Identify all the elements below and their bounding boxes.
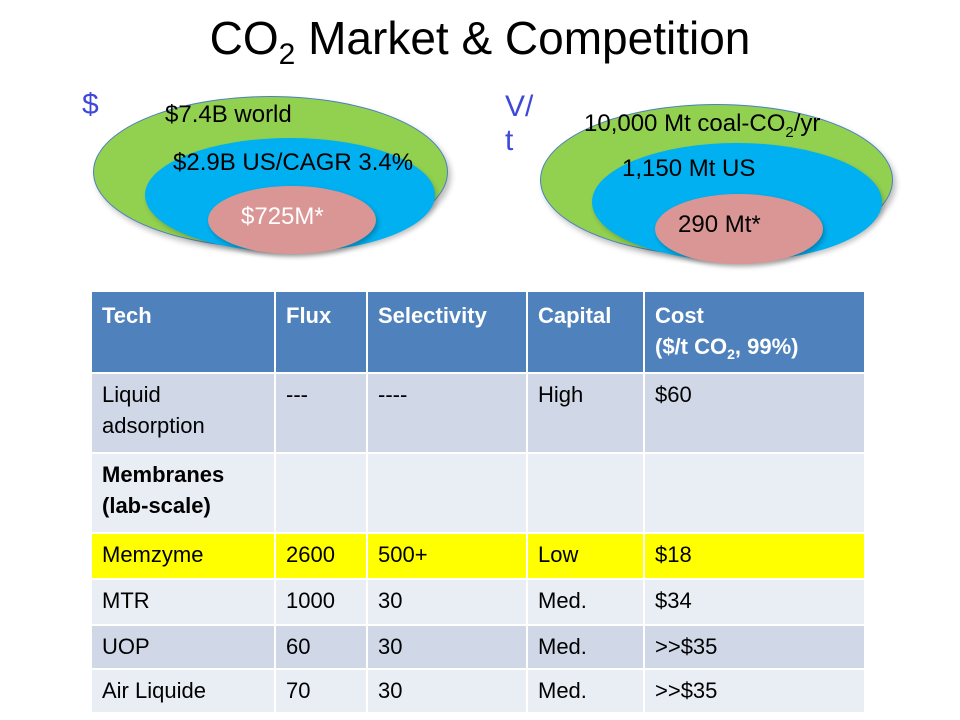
cell-capital: Low <box>526 532 645 580</box>
cell-flux: --- <box>274 372 368 454</box>
cell-tech: MTR <box>90 578 276 626</box>
cell-cost: $34 <box>643 578 866 626</box>
cell-selectivity: 30 <box>366 624 528 670</box>
cell-cost: >>$35 <box>643 624 866 670</box>
cell-flux: 60 <box>274 624 368 670</box>
table-row: Air Liquide 70 30 Med. >>$35 <box>90 668 866 714</box>
header-tech: Tech <box>90 290 276 374</box>
cell-selectivity: 500+ <box>366 532 528 580</box>
world-volume-label: 10,000 Mt coal-CO2/yr <box>584 110 821 141</box>
header-selectivity: Selectivity <box>366 290 528 374</box>
us-volume-label: 1,150 Mt US <box>622 155 756 182</box>
volume-axis-label: V/t <box>505 90 534 157</box>
cell-capital: Med. <box>526 624 645 670</box>
addressable-volume-ellipse <box>655 194 823 264</box>
cell-selectivity <box>366 452 528 534</box>
slide-title: CO2 Market & Competition <box>209 12 751 71</box>
addressable-market-ellipse <box>208 186 376 254</box>
table-row: Membranes (lab-scale) <box>90 452 866 534</box>
cell-flux: 2600 <box>274 532 368 580</box>
header-cost: Cost ($/t CO2, 99%) <box>643 290 866 374</box>
technology-comparison-table: Tech Flux Selectivity Capital Cost ($/t C… <box>90 290 866 714</box>
table-header-row: Tech Flux Selectivity Capital Cost ($/t C… <box>90 290 866 374</box>
cell-tech: Membranes (lab-scale) <box>90 452 276 534</box>
addressable-volume-label: 290 Mt* <box>678 211 761 238</box>
dollar-axis-label: $ <box>82 88 99 121</box>
table-row: UOP 60 30 Med. >>$35 <box>90 624 866 670</box>
table-row: MTR 1000 30 Med. $34 <box>90 578 866 626</box>
us-market-label: $2.9B US/CAGR 3.4% <box>173 149 414 176</box>
cell-flux <box>274 452 368 534</box>
cell-tech: Liquid adsorption <box>90 372 276 454</box>
cell-capital: Med. <box>526 668 645 714</box>
cell-tech: Memzyme <box>90 532 276 580</box>
table-row: Liquid adsorption --- ---- High $60 <box>90 372 866 454</box>
cell-flux: 70 <box>274 668 368 714</box>
cell-cost: $60 <box>643 372 866 454</box>
cell-capital <box>526 452 645 534</box>
header-capital: Capital <box>526 290 645 374</box>
cell-tech: UOP <box>90 624 276 670</box>
table-row-highlighted: Memzyme 2600 500+ Low $18 <box>90 532 866 580</box>
cell-capital: High <box>526 372 645 454</box>
cell-cost: $18 <box>643 532 866 580</box>
world-market-label: $7.4B world <box>165 101 292 128</box>
cell-flux: 1000 <box>274 578 368 626</box>
cell-tech: Air Liquide <box>90 668 276 714</box>
cell-selectivity: ---- <box>366 372 528 454</box>
cell-selectivity: 30 <box>366 668 528 714</box>
cell-cost <box>643 452 866 534</box>
addressable-market-label: $725M* <box>241 203 324 230</box>
header-flux: Flux <box>274 290 368 374</box>
cell-cost: >>$35 <box>643 668 866 714</box>
cell-selectivity: 30 <box>366 578 528 626</box>
cell-capital: Med. <box>526 578 645 626</box>
